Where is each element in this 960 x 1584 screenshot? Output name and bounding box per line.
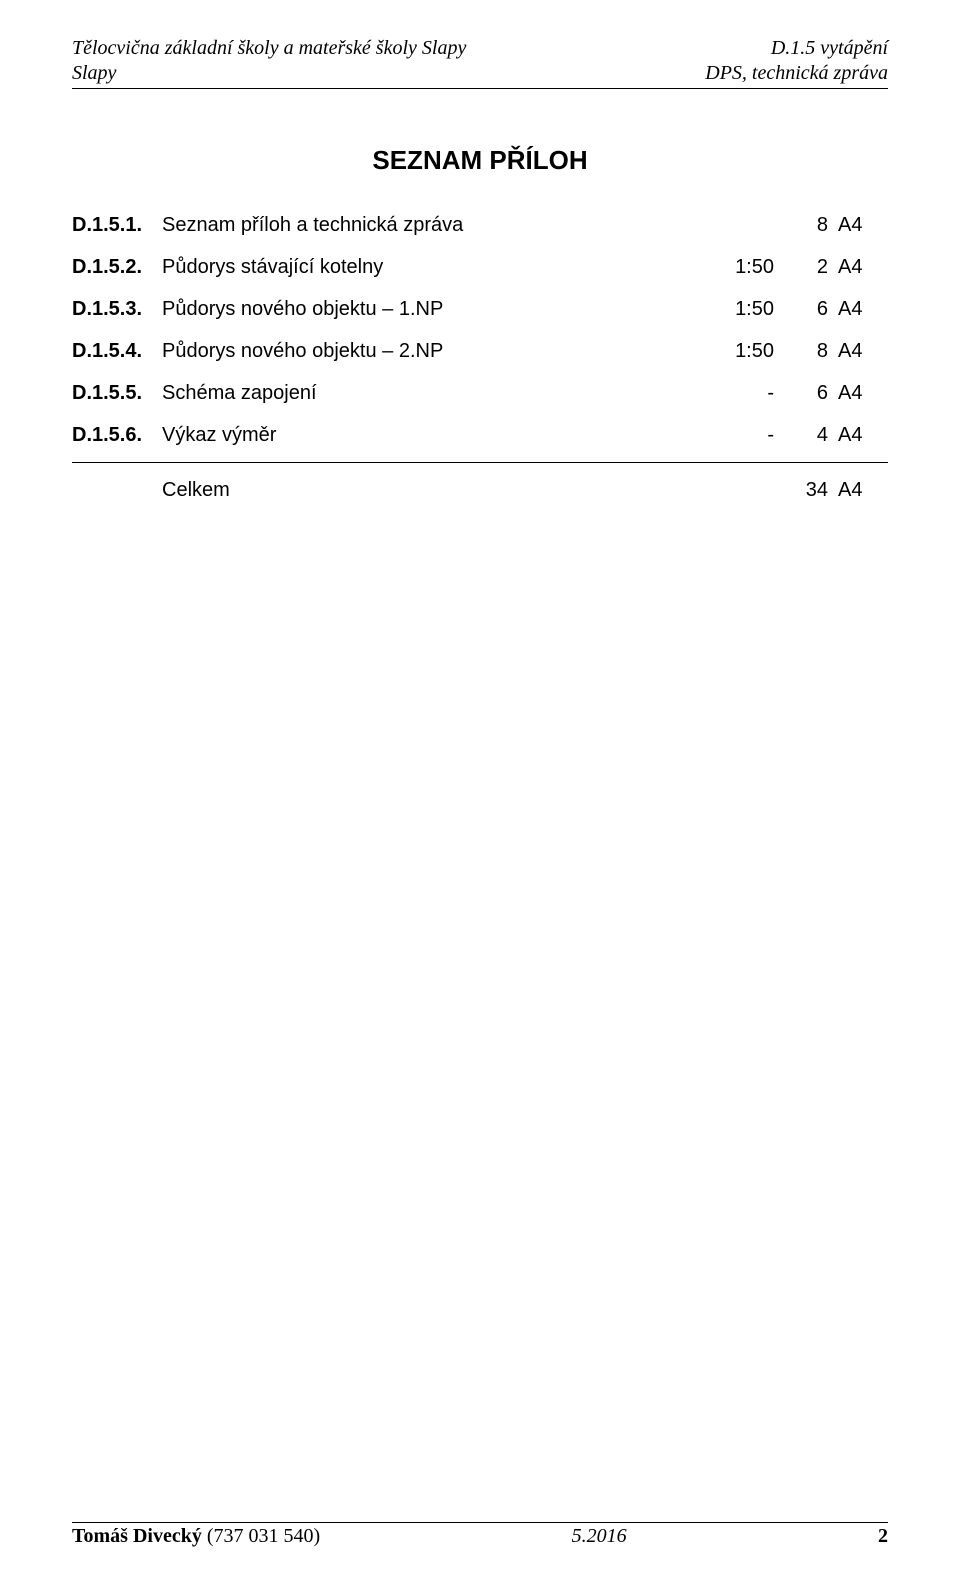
cell-code: D.1.5.3. <box>72 288 162 330</box>
table-row: D.1.5.5. Schéma zapojení - 6 A4 <box>72 372 888 414</box>
table-row: D.1.5.6. Výkaz výměr - 4 A4 <box>72 414 888 463</box>
attachments-table: D.1.5.1. Seznam příloh a technická zpráv… <box>72 204 888 511</box>
cell-code <box>72 463 162 512</box>
cell-code: D.1.5.6. <box>72 414 162 463</box>
cell-desc: Výkaz výměr <box>162 414 708 463</box>
table-row: D.1.5.3. Půdorys nového objektu – 1.NP 1… <box>72 288 888 330</box>
header-left-line2: Slapy <box>72 61 466 86</box>
cell-fmt: A4 <box>838 330 888 372</box>
document-page: Tělocvična základní školy a mateřské ško… <box>0 0 960 1584</box>
cell-fmt: A4 <box>838 288 888 330</box>
cell-fmt: A4 <box>838 246 888 288</box>
page-title: SEZNAM PŘÍLOH <box>72 145 888 176</box>
cell-scale <box>708 204 798 246</box>
cell-scale <box>708 463 798 512</box>
cell-fmt: A4 <box>838 204 888 246</box>
cell-scale: - <box>708 372 798 414</box>
cell-code: D.1.5.5. <box>72 372 162 414</box>
page-header: Tělocvična základní školy a mateřské ško… <box>72 36 888 89</box>
cell-count: 4 <box>798 414 838 463</box>
cell-count: 2 <box>798 246 838 288</box>
cell-code: D.1.5.2. <box>72 246 162 288</box>
header-left: Tělocvična základní školy a mateřské ško… <box>72 36 466 86</box>
cell-count: 8 <box>798 330 838 372</box>
footer-page-number: 2 <box>878 1525 888 1548</box>
cell-fmt: A4 <box>838 414 888 463</box>
cell-total-count: 34 <box>798 463 838 512</box>
cell-scale: - <box>708 414 798 463</box>
cell-code: D.1.5.4. <box>72 330 162 372</box>
footer-date: 5.2016 <box>572 1525 627 1548</box>
table-row: D.1.5.1. Seznam příloh a technická zpráv… <box>72 204 888 246</box>
cell-desc: Půdorys stávající kotelny <box>162 246 708 288</box>
cell-total-label: Celkem <box>162 463 708 512</box>
header-right: D.1.5 vytápění DPS, technická zpráva <box>705 36 888 86</box>
footer-author-name: Tomáš Divecký <box>72 1525 202 1547</box>
table-row: D.1.5.2. Půdorys stávající kotelny 1:50 … <box>72 246 888 288</box>
cell-scale: 1:50 <box>708 246 798 288</box>
footer-author: Tomáš Divecký (737 031 540) <box>72 1525 320 1548</box>
table-row: D.1.5.4. Půdorys nového objektu – 2.NP 1… <box>72 330 888 372</box>
cell-desc: Schéma zapojení <box>162 372 708 414</box>
footer-author-phone: (737 031 540) <box>207 1525 320 1547</box>
cell-desc: Půdorys nového objektu – 1.NP <box>162 288 708 330</box>
cell-desc: Půdorys nového objektu – 2.NP <box>162 330 708 372</box>
header-left-line1: Tělocvična základní školy a mateřské ško… <box>72 36 466 61</box>
cell-count: 6 <box>798 288 838 330</box>
cell-fmt: A4 <box>838 372 888 414</box>
cell-scale: 1:50 <box>708 330 798 372</box>
cell-count: 6 <box>798 372 838 414</box>
page-footer: Tomáš Divecký (737 031 540) 5.2016 2 <box>72 1522 888 1548</box>
header-right-line1: D.1.5 vytápění <box>705 36 888 61</box>
header-right-line2: DPS, technická zpráva <box>705 61 888 86</box>
cell-count: 8 <box>798 204 838 246</box>
table-total-row: Celkem 34 A4 <box>72 463 888 512</box>
cell-scale: 1:50 <box>708 288 798 330</box>
cell-desc: Seznam příloh a technická zpráva <box>162 204 708 246</box>
cell-code: D.1.5.1. <box>72 204 162 246</box>
cell-total-fmt: A4 <box>838 463 888 512</box>
